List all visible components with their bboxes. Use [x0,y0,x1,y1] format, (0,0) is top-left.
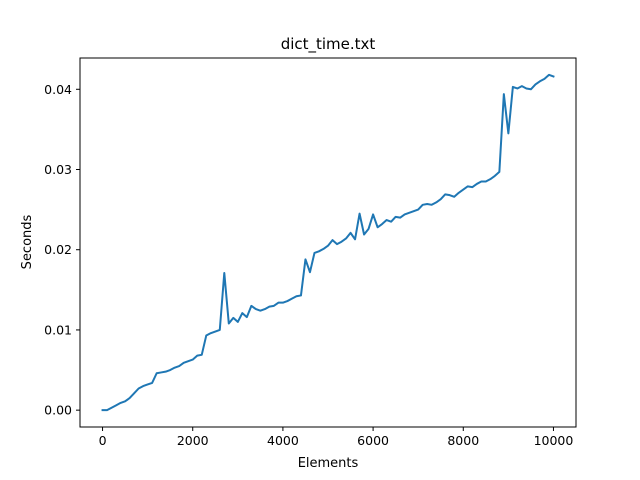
y-tick-label: 0.00 [44,403,72,418]
y-axis: 0.00 0.01 0.02 0.03 0.04 [44,82,80,418]
y-tick-label: 0.01 [44,322,72,337]
y-tick-label: 0.02 [44,242,72,257]
chart-title: dict_time.txt [281,35,376,54]
axes-frame [79,57,577,428]
y-axis-label: Seconds [20,214,35,269]
x-tick-label: 0 [99,433,107,448]
plot-area [79,57,577,428]
series-line [101,73,555,412]
x-tick-label: 2000 [177,433,209,448]
y-tick-label: 0.03 [44,162,72,177]
x-tick-label: 4000 [267,433,299,448]
x-axis-label: Elements [298,456,359,471]
x-tick-label: 8000 [447,433,479,448]
x-axis: 0 2000 4000 6000 8000 10000 [99,427,574,448]
x-tick-label: 6000 [357,433,389,448]
y-tick-label: 0.04 [44,82,72,97]
x-tick-label: 10000 [534,433,574,448]
